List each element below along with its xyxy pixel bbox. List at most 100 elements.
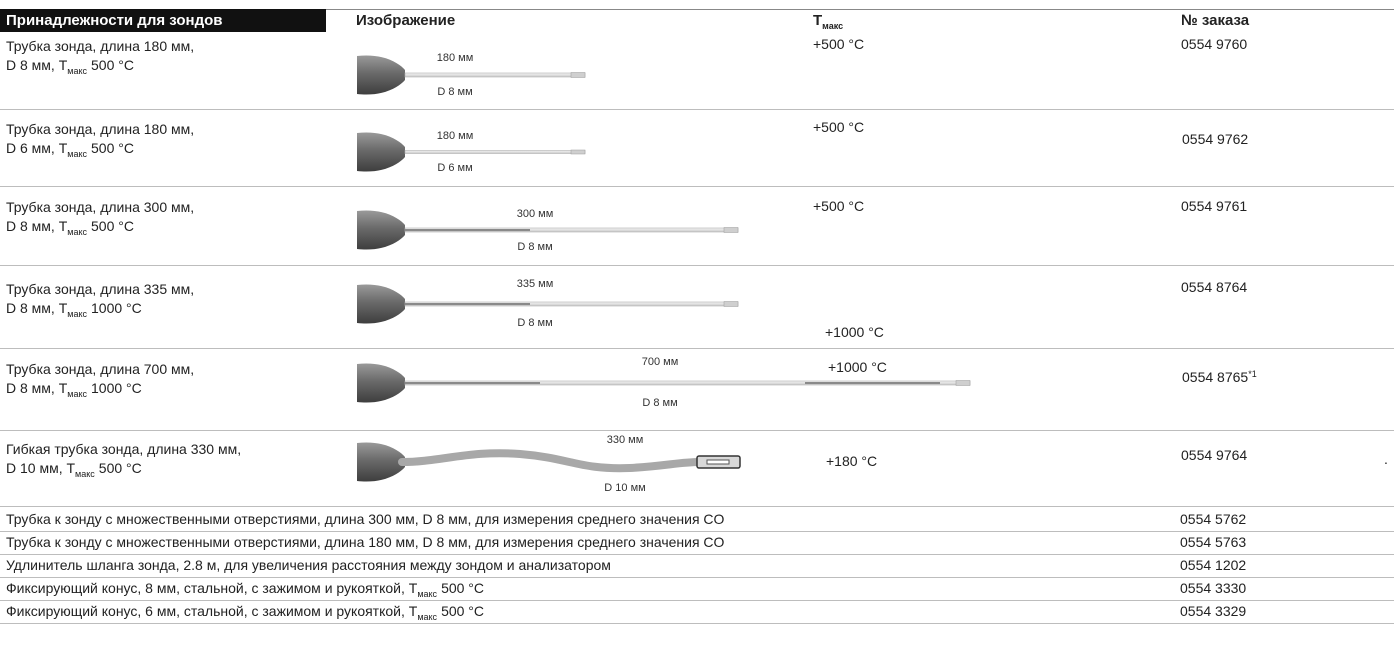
probe-tube-shaft <box>405 382 540 384</box>
description-text: D 8 мм, T <box>6 57 68 73</box>
description-sub: макс <box>67 389 87 399</box>
row-rule <box>0 577 1394 578</box>
item-text: 500 °C <box>441 603 485 619</box>
probe-tube-shaft <box>405 229 530 231</box>
diameter-label: D 8 мм <box>437 86 473 98</box>
length-label: 300 мм <box>516 208 554 220</box>
probe-tip-slot <box>706 459 730 465</box>
tmax: +1000 °C <box>825 324 884 340</box>
order-number: 0554 9760 <box>1181 35 1247 54</box>
probe-handle <box>357 442 405 482</box>
length-label: 335 мм <box>516 278 554 290</box>
row-rule <box>0 600 1394 601</box>
order-number-text: 0554 8765 <box>1182 369 1249 385</box>
item-text: 500 °C <box>441 580 485 596</box>
header-box <box>0 9 326 32</box>
length-label: 700 мм <box>641 356 679 368</box>
order-number: 0554 9762 <box>1182 130 1248 149</box>
row-rule <box>0 186 1394 187</box>
probe-tube-shaft <box>805 382 940 384</box>
description-text: D 8 мм, T <box>6 380 68 396</box>
probe-flex-tube <box>398 449 704 473</box>
item-text: Фиксирующий конус, 6 мм, стальной, с заж… <box>6 603 418 619</box>
row-rule <box>0 265 1394 266</box>
description-text: 500 °C <box>91 218 134 234</box>
header-rule <box>326 9 1394 10</box>
tmax: +180 °C <box>826 453 878 469</box>
description-sub: макс <box>67 309 87 319</box>
row-rule <box>0 531 1394 532</box>
row-rule <box>0 506 1394 507</box>
order-number-text: 0554 9760 <box>1181 36 1248 52</box>
description-text: 500 °C <box>91 57 134 73</box>
order-number: 0554 3330 <box>1180 580 1247 596</box>
description-line: Трубка зонда, длина 180 мм, <box>6 121 195 137</box>
description-sub: макс <box>67 149 87 159</box>
description-line: D 8 мм, Tмакс 1000 °C <box>6 299 142 324</box>
tmax: +500 °C <box>813 119 865 135</box>
item-sub: макс <box>417 589 438 599</box>
tmax: +1000 °C <box>828 359 887 375</box>
order-number: 0554 1202 <box>1180 557 1247 573</box>
row-rule <box>0 109 1394 110</box>
description-line: D 8 мм, Tмакс 1000 °C <box>6 379 142 404</box>
description-sub: макс <box>75 469 95 479</box>
description-text: D 10 мм, T <box>6 460 76 476</box>
description-sub: макс <box>67 227 87 237</box>
order-number: 0554 9761 <box>1181 197 1247 216</box>
probe-tube <box>404 150 586 154</box>
item-description: Фиксирующий конус, 8 мм, стальной, с заж… <box>6 579 484 604</box>
probe-handle <box>357 210 405 250</box>
description-line: Трубка зонда, длина 300 мм, <box>6 199 195 215</box>
probe-tip <box>570 72 586 78</box>
description-line: D 6 мм, Tмакс 500 °C <box>6 139 134 164</box>
item-text: Фиксирующий конус, 8 мм, стальной, с заж… <box>6 580 418 596</box>
row-rule <box>0 430 1394 431</box>
tmax: +500 °C <box>813 198 865 214</box>
description-text: D 8 мм, T <box>6 218 68 234</box>
probe-tip <box>723 301 739 307</box>
description-line: D 8 мм, Tмакс 500 °C <box>6 56 134 81</box>
probe-handle <box>357 55 405 95</box>
header-order: № заказа <box>1181 12 1250 29</box>
row-rule <box>0 348 1394 349</box>
item-description: Трубка к зонду с множественными отверсти… <box>6 510 724 529</box>
probe-tube <box>404 72 586 78</box>
order-number-text: 0554 9762 <box>1182 131 1249 147</box>
probe-tip <box>723 227 739 233</box>
description-text: 500 °C <box>91 140 134 156</box>
order-number: 0554 3329 <box>1180 603 1247 619</box>
description-line: D 10 мм, Tмакс 500 °C <box>6 459 142 484</box>
probe-handle <box>357 284 405 324</box>
description-text: 1000 °C <box>91 380 142 396</box>
item-text: Удлинитель шланга зонда, 2.8 м, для увел… <box>6 557 611 573</box>
diameter-label: D 10 мм <box>604 482 646 494</box>
order-number: 0554 5763 <box>1180 534 1247 550</box>
probe-tip <box>570 149 586 155</box>
description-line: Гибкая трубка зонда, длина 330 мм, <box>6 441 242 457</box>
tmax: +500 °C <box>813 36 865 52</box>
item-sub: макс <box>417 612 438 622</box>
probe-tip <box>955 380 971 386</box>
order-number: 0554 8764 <box>1181 278 1247 297</box>
description-line: Трубка зонда, длина 180 мм, <box>6 38 195 54</box>
header-tmax-sub: макс <box>822 21 844 31</box>
stray-mark: . <box>1384 451 1388 467</box>
diameter-label: D 6 мм <box>437 162 473 174</box>
probe-handle <box>357 363 405 403</box>
order-number-text: 0554 9761 <box>1181 198 1248 214</box>
order-number-text: 0554 9764 <box>1181 447 1248 463</box>
row-rule <box>0 623 1394 624</box>
description-line: Трубка зонда, длина 335 мм, <box>6 281 195 297</box>
item-text: Трубка к зонду с множественными отверсти… <box>6 534 725 550</box>
description-text: 1000 °C <box>91 300 142 316</box>
description-text: D 6 мм, T <box>6 140 68 156</box>
description-sub: макс <box>67 66 87 76</box>
order-number: 0554 9764 <box>1181 446 1247 465</box>
description-line: Трубка зонда, длина 700 мм, <box>6 361 195 377</box>
header-accessories: Принадлежности для зондов <box>6 12 223 29</box>
order-number: 0554 8765*1 <box>1182 365 1257 387</box>
length-label: 330 мм <box>606 434 644 446</box>
